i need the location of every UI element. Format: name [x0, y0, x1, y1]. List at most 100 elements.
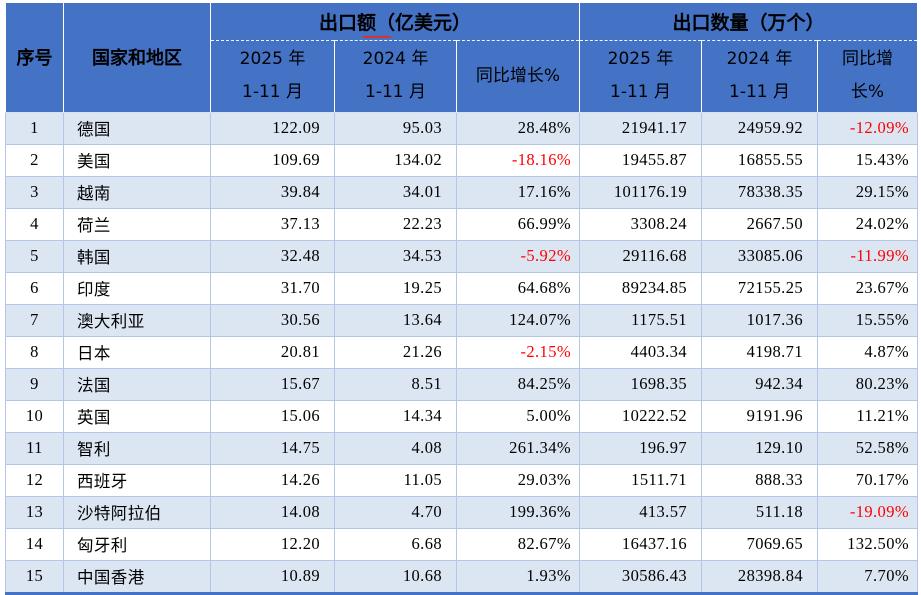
export-value-yoy-cell: 261.34%: [456, 431, 580, 465]
spellcheck-underline-mark: [363, 35, 391, 38]
rank-cell: 4: [5, 207, 64, 241]
table-row: 5 韩国 32.48 34.53 -5.92% 29116.68 33085.06 -11.9…: [5, 239, 918, 273]
table-row: 8 日本 20.81 21.26 -2.15% 4403.34 4198.71 4.87%: [5, 335, 918, 369]
export-qty-2025-cell: 101176.19: [579, 175, 702, 209]
rank-cell: 10: [5, 399, 64, 433]
export-qty-yoy-cell: -11.99%: [817, 239, 918, 273]
rank-cell: 11: [5, 431, 64, 465]
export-qty-yoy-cell: -19.09%: [817, 495, 918, 529]
table-row: 6 印度 31.70 19.25 64.68% 89234.85 72155.25 23.67…: [5, 271, 918, 305]
export-value-2024-cell: 13.64: [334, 303, 457, 337]
export-qty-2024-cell: 24959.92: [701, 111, 818, 145]
export-qty-2024-cell: 72155.25: [701, 271, 818, 305]
table-row: 3 越南 39.84 34.01 17.16% 101176.19 78338.35 29.1…: [5, 175, 918, 209]
header-qty-yoy: 同比增 长%: [817, 40, 918, 113]
country-cell: 匈牙利: [63, 527, 211, 561]
export-qty-2024-cell: 129.10: [701, 431, 818, 465]
export-value-2025-cell: 14.75: [210, 431, 335, 465]
table-row: 11 智利 14.75 4.08 261.34% 196.97 129.10 52.58%: [5, 431, 918, 465]
export-value-2024-cell: 34.53: [334, 239, 457, 273]
export-value-2025-cell: 31.70: [210, 271, 335, 305]
export-qty-2025-cell: 196.97: [579, 431, 702, 465]
rank-cell: 6: [5, 271, 64, 305]
rank-cell: 9: [5, 367, 64, 401]
rank-cell: 8: [5, 335, 64, 369]
export-value-2025-cell: 109.69: [210, 143, 335, 177]
export-value-2024-cell: 8.51: [334, 367, 457, 401]
country-cell: 荷兰: [63, 207, 211, 241]
export-value-yoy-cell: -2.15%: [456, 335, 580, 369]
rank-cell: 12: [5, 463, 64, 497]
header-value-yoy: 同比增长%: [456, 40, 580, 113]
export-value-yoy-cell: -18.16%: [456, 143, 580, 177]
country-cell: 德国: [63, 111, 211, 145]
country-cell: 日本: [63, 335, 211, 369]
export-qty-2025-cell: 1175.51: [579, 303, 702, 337]
table-row: 1 德国 122.09 95.03 28.48% 21941.17 24959.92 -12.…: [5, 111, 918, 145]
country-cell: 英国: [63, 399, 211, 433]
table-row: 13 沙特阿拉伯 14.08 4.70 199.36% 413.57 511.18 -19.0…: [5, 495, 918, 529]
table-row: 9 法国 15.67 8.51 84.25% 1698.35 942.34 80.23%: [5, 367, 918, 401]
export-value-yoy-cell: 29.03%: [456, 463, 580, 497]
export-qty-2024-cell: 2667.50: [701, 207, 818, 241]
export-value-yoy-cell: 84.25%: [456, 367, 580, 401]
export-qty-2025-cell: 21941.17: [579, 111, 702, 145]
country-cell: 智利: [63, 431, 211, 465]
export-qty-yoy-cell: 52.58%: [817, 431, 918, 465]
export-value-yoy-cell: 66.99%: [456, 207, 580, 241]
country-cell: 澳大利亚: [63, 303, 211, 337]
header-group-row: 序号 国家和地区 出口额（亿美元） 出口数量（万个）: [5, 3, 918, 113]
header-value-2024: 2024 年 1-11 月: [334, 40, 457, 113]
rank-cell: 1: [5, 111, 64, 145]
export-qty-yoy-cell: -12.09%: [817, 111, 918, 145]
export-qty-2025-cell: 10222.52: [579, 399, 702, 433]
rank-cell: 3: [5, 175, 64, 209]
export-value-2024-cell: 134.02: [334, 143, 457, 177]
export-value-yoy-cell: -5.92%: [456, 239, 580, 273]
country-cell: 西班牙: [63, 463, 211, 497]
export-qty-2025-cell: 1698.35: [579, 367, 702, 401]
export-qty-yoy-cell: 29.15%: [817, 175, 918, 209]
export-qty-2025-cell: 1511.71: [579, 463, 702, 497]
export-value-2024-cell: 19.25: [334, 271, 457, 305]
rank-cell: 7: [5, 303, 64, 337]
table-row: 12 西班牙 14.26 11.05 29.03% 1511.71 888.33 70.17%: [5, 463, 918, 497]
export-qty-2025-cell: 413.57: [579, 495, 702, 529]
export-qty-2025-cell: 16437.16: [579, 527, 702, 561]
export-value-2024-cell: 11.05: [334, 463, 457, 497]
export-value-2024-cell: 21.26: [334, 335, 457, 369]
export-value-yoy-cell: 17.16%: [456, 175, 580, 209]
export-qty-2024-cell: 942.34: [701, 367, 818, 401]
export-value-yoy-cell: 64.68%: [456, 271, 580, 305]
country-cell: 法国: [63, 367, 211, 401]
export-qty-2024-cell: 1017.36: [701, 303, 818, 337]
export-value-2025-cell: 30.56: [210, 303, 335, 337]
export-qty-2024-cell: 33085.06: [701, 239, 818, 273]
header-export-quantity-label: 出口数量（万个）: [672, 11, 825, 34]
country-cell: 韩国: [63, 239, 211, 273]
export-value-yoy-cell: 199.36%: [456, 495, 580, 529]
export-value-2025-cell: 12.20: [210, 527, 335, 561]
table-row: 7 澳大利亚 30.56 13.64 124.07% 1175.51 1017.36 15.5…: [5, 303, 918, 337]
table-header: 序号 国家和地区 出口额（亿美元） 出口数量（万个） 2025 年 1-11 月…: [5, 3, 918, 113]
table-row: 4 荷兰 37.13 22.23 66.99% 3308.24 2667.50 24.02%: [5, 207, 918, 241]
header-qty-2025: 2025 年 1-11 月: [579, 40, 702, 113]
export-value-2025-cell: 39.84: [210, 175, 335, 209]
country-cell: 沙特阿拉伯: [63, 495, 211, 529]
export-qty-yoy-cell: 70.17%: [817, 463, 918, 497]
export-value-2025-cell: 122.09: [210, 111, 335, 145]
export-qty-yoy-cell: 15.43%: [817, 143, 918, 177]
export-value-yoy-cell: 28.48%: [456, 111, 580, 145]
export-value-2025-cell: 37.13: [210, 207, 335, 241]
export-value-2024-cell: 22.23: [334, 207, 457, 241]
table-row: 10 英国 15.06 14.34 5.00% 10222.52 9191.96 11.21%: [5, 399, 918, 433]
export-qty-2025-cell: 89234.85: [579, 271, 702, 305]
export-value-2025-cell: 20.81: [210, 335, 335, 369]
export-value-yoy-cell: 5.00%: [456, 399, 580, 433]
export-qty-yoy-cell: 11.21%: [817, 399, 918, 433]
country-cell: 美国: [63, 143, 211, 177]
export-value-2024-cell: 4.70: [334, 495, 457, 529]
export-qty-2024-cell: 78338.35: [701, 175, 818, 209]
export-qty-yoy-cell: 4.87%: [817, 335, 918, 369]
